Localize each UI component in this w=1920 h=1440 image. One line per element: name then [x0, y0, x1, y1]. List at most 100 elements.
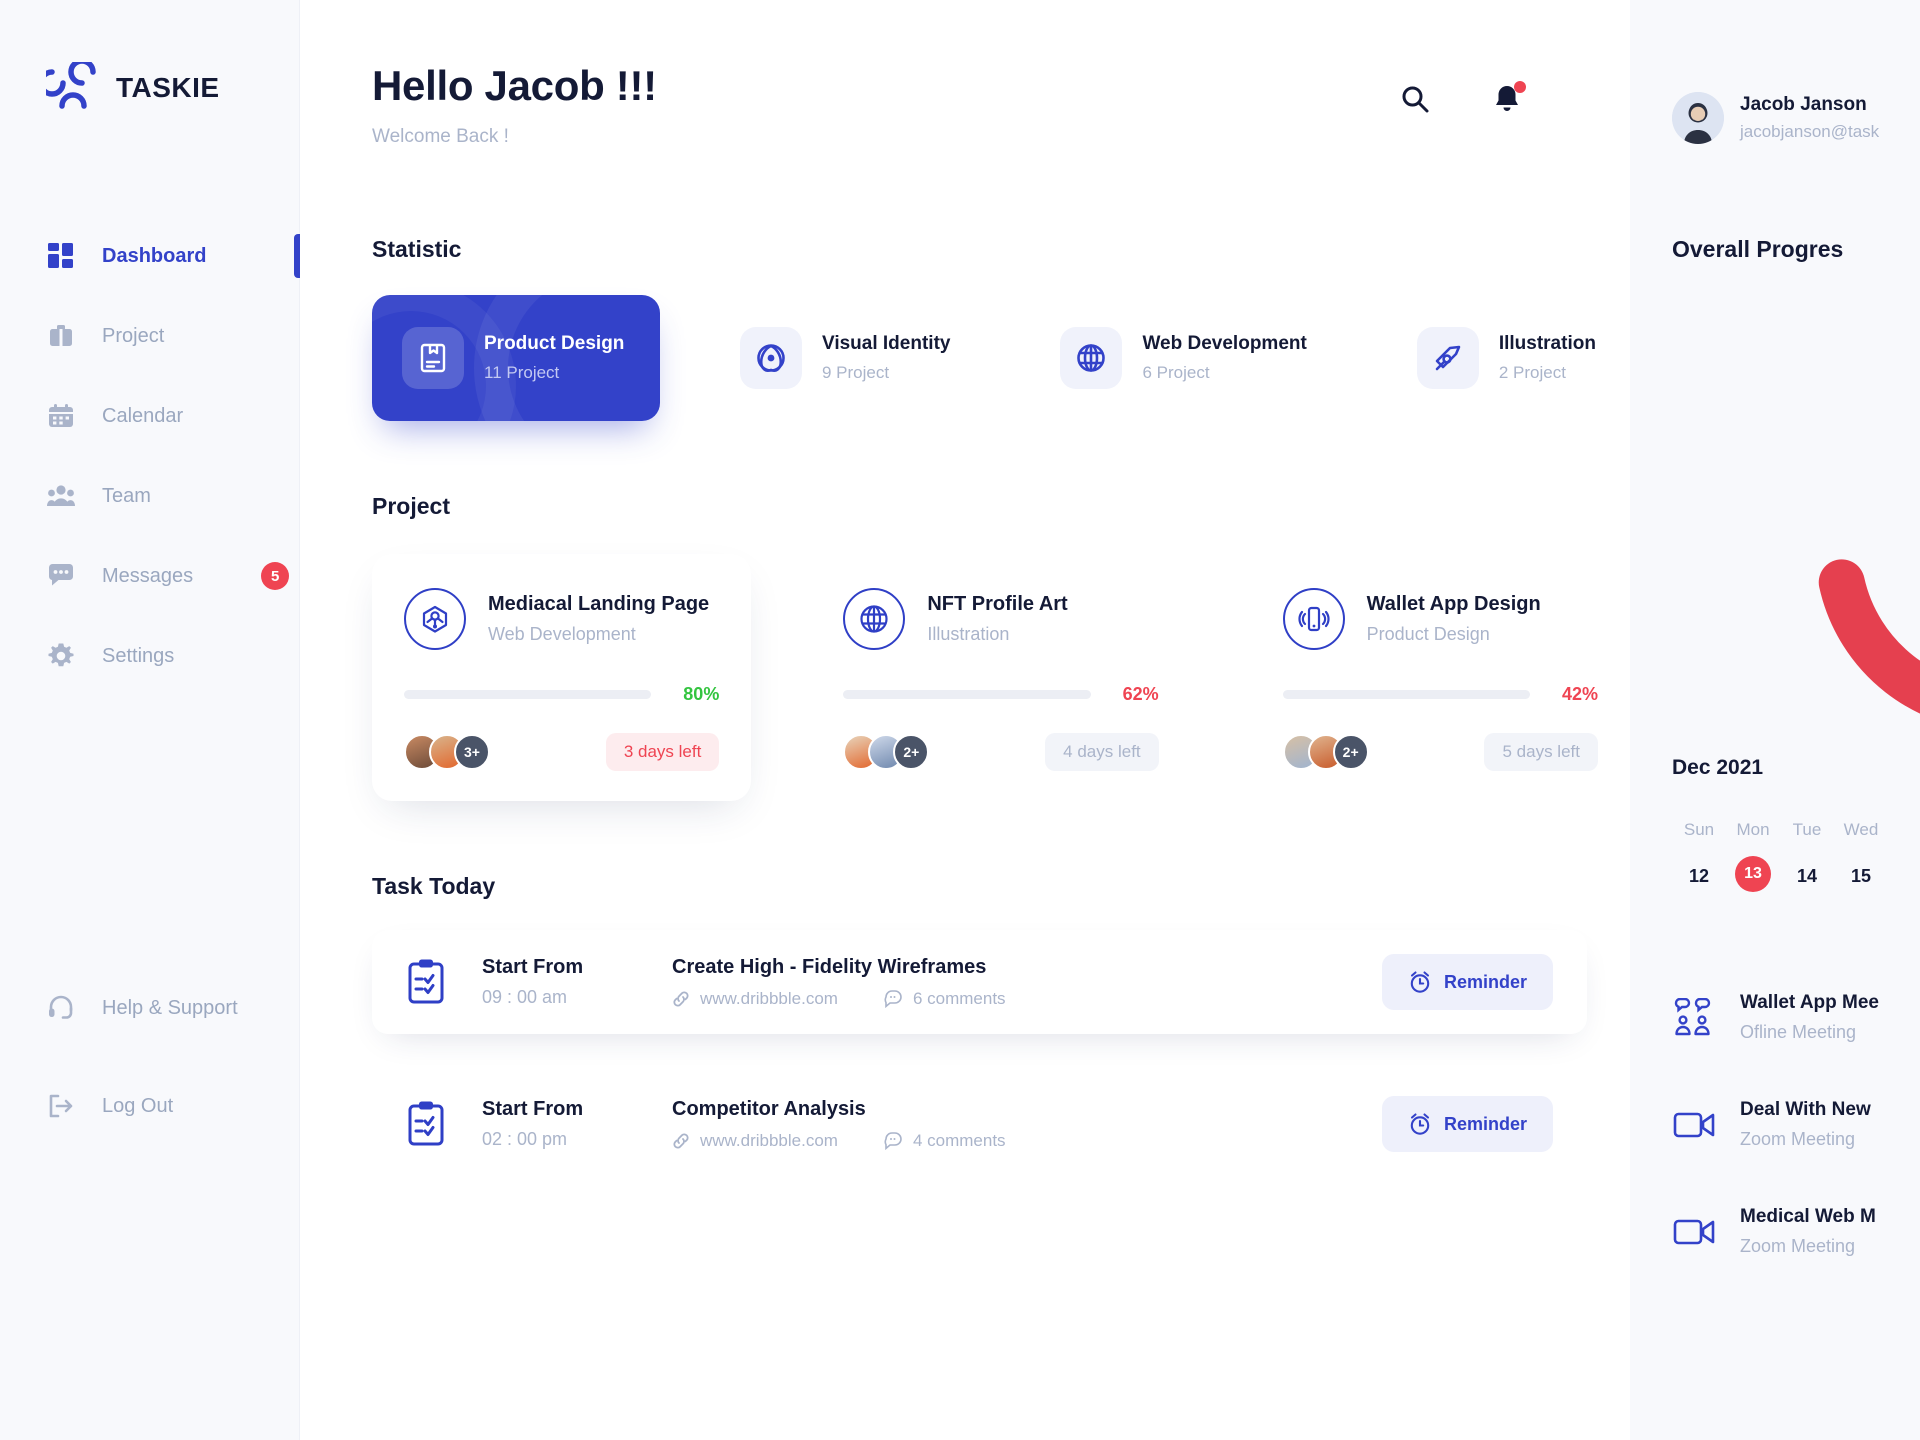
- sidebar-item-messages[interactable]: Messages 5: [0, 550, 299, 602]
- calendar-day-today[interactable]: Mon 13: [1726, 820, 1780, 892]
- video-camera-icon: [1672, 1212, 1718, 1252]
- reminder-button[interactable]: Reminder: [1381, 1096, 1553, 1152]
- project-percent: 42%: [1561, 684, 1598, 704]
- meeting-subtitle: Ofline Meeting: [1740, 1022, 1857, 1042]
- page-subtitle: Welcome Back !: [372, 126, 509, 147]
- sidebar-item-label: Help & Support: [102, 996, 238, 1019]
- project-card-nft-profile-art[interactable]: NFT Profile Art Illustration 62%: [811, 554, 1191, 801]
- right-panel: Jacob Janson jacobjanson@task Overall Pr…: [1630, 0, 1920, 1440]
- project-card-name: Wallet App Design: [1366, 593, 1541, 615]
- task-comments[interactable]: 6 comments: [884, 989, 1006, 1009]
- spiral-icon: [740, 327, 802, 389]
- project-percent: 62%: [1122, 684, 1159, 704]
- page-header: Hello Jacob !!! Welcome Back !: [372, 0, 1630, 148]
- progress-track: [404, 690, 652, 699]
- calendar-date: 15: [1850, 866, 1872, 886]
- task-link-text: www.dribbble.com: [700, 1130, 838, 1150]
- progress-track: [843, 690, 1091, 699]
- stat-card-count: 6 Project: [1142, 363, 1210, 382]
- meeting-subtitle: Zoom Meeting: [1740, 1236, 1856, 1256]
- document-icon: [402, 327, 464, 389]
- sidebar-item-label: Team: [102, 484, 151, 507]
- statistic-cards: Product Design 11 Project Visual: [372, 295, 1630, 421]
- days-left-badge: 3 days left: [605, 733, 720, 771]
- project-card-footer: 2+ 5 days left: [1282, 733, 1598, 771]
- sidebar-item-project[interactable]: Project: [0, 310, 299, 362]
- progress-track: [1282, 690, 1530, 699]
- meeting-item[interactable]: Medical Web M Zoom Meeting: [1672, 1206, 1920, 1257]
- task-row[interactable]: Start From 02 : 00 pm Competitor Analysi…: [372, 1072, 1587, 1176]
- avatar-more[interactable]: 2+: [893, 734, 930, 770]
- project-title: Project: [372, 493, 450, 519]
- calendar-day[interactable]: Sun 12: [1672, 820, 1726, 892]
- sidebar-item-label: Log Out: [102, 1094, 174, 1117]
- task-link[interactable]: www.dribbble.com: [672, 989, 838, 1009]
- sidebar-item-help-support[interactable]: Help & Support: [0, 982, 299, 1034]
- sidebar-item-settings[interactable]: Settings: [0, 630, 299, 682]
- task-start-block: Start From 02 : 00 pm: [482, 1098, 672, 1150]
- sidebar-item-team[interactable]: Team: [0, 470, 299, 522]
- statistic-section: Statistic Product Design 11 Project: [372, 236, 1630, 421]
- project-progress: 62%: [843, 684, 1159, 705]
- task-row[interactable]: Start From 09 : 00 am Create High - Fide…: [372, 930, 1587, 1034]
- meeting-item[interactable]: Deal With New Zoom Meeting: [1672, 1099, 1920, 1150]
- avatar: [1672, 92, 1724, 144]
- stat-card-count: 9 Project: [822, 363, 890, 382]
- calendar-date: 14: [1796, 866, 1818, 886]
- brand-name: TASKIE: [116, 72, 220, 103]
- globe-icon: [843, 588, 906, 650]
- task-comments[interactable]: 4 comments: [884, 1131, 1006, 1151]
- meeting-item[interactable]: Wallet App Mee Ofline Meeting: [1672, 992, 1920, 1043]
- avatar-more[interactable]: 2+: [1332, 734, 1369, 770]
- project-card-name: Mediacal Landing Page: [488, 593, 710, 615]
- stat-card-count: 2 Project: [1498, 363, 1566, 382]
- stat-card-product-design[interactable]: Product Design 11 Project: [372, 295, 660, 421]
- sidebar-item-label: Settings: [102, 644, 175, 667]
- bell-icon[interactable]: [1490, 81, 1526, 116]
- calendar-icon: [46, 401, 76, 431]
- sidebar-item-label: Dashboard: [102, 244, 207, 267]
- stat-card-visual-identity[interactable]: Visual Identity 9 Project: [710, 295, 980, 421]
- stat-card-count: 11 Project: [484, 363, 560, 382]
- sidebar-item-logout[interactable]: Log Out: [0, 1080, 299, 1132]
- task-detail-block: Competitor Analysis www.dribbble.com: [672, 1098, 1382, 1151]
- briefcase-icon: [46, 321, 76, 351]
- user-profile[interactable]: Jacob Janson jacobjanson@task: [1672, 0, 1920, 144]
- alarm-clock-icon: [1410, 1113, 1430, 1135]
- project-progress: 80%: [404, 684, 719, 705]
- overall-progress-chart: 61% Task Finis: [1798, 348, 1920, 748]
- task-comments-text: 4 comments: [912, 1130, 1006, 1150]
- search-icon[interactable]: [1398, 82, 1432, 116]
- avatar-more[interactable]: 3+: [454, 734, 490, 770]
- stat-card-web-development[interactable]: Web Development 6 Project: [1030, 295, 1336, 421]
- brand-logo[interactable]: TASKIE: [0, 0, 299, 114]
- task-meta: www.dribbble.com 4 comments: [672, 1131, 1382, 1151]
- reminder-button[interactable]: Reminder: [1381, 954, 1553, 1010]
- project-card-footer: 3+ 3 days left: [404, 733, 720, 771]
- task-start-label: Start From: [482, 956, 584, 978]
- task-start-time: 02 : 00 pm: [482, 1129, 568, 1149]
- stat-card-illustration[interactable]: Illustration 2 Project: [1387, 295, 1626, 421]
- calendar-day[interactable]: Wed 15: [1834, 820, 1888, 892]
- sidebar-item-calendar[interactable]: Calendar: [0, 390, 299, 442]
- task-link[interactable]: www.dribbble.com: [672, 1131, 838, 1151]
- sidebar-item-dashboard[interactable]: Dashboard: [0, 230, 300, 282]
- project-card-medical-landing-page[interactable]: Mediacal Landing Page Web Development 80…: [372, 554, 752, 801]
- taskie-logo-icon: [38, 58, 102, 114]
- task-start-block: Start From 09 : 00 am: [482, 956, 672, 1008]
- calendar-day[interactable]: Tue 14: [1780, 820, 1834, 892]
- comment-icon: [884, 1132, 902, 1150]
- task-name: Competitor Analysis: [672, 1097, 866, 1120]
- link-icon: [673, 990, 689, 1007]
- header-actions: [1398, 81, 1526, 116]
- sidebar-bottom-nav: Help & Support Log Out: [0, 982, 299, 1178]
- calendar-dow: Wed: [1843, 820, 1879, 839]
- calendar-date: 13: [1735, 856, 1771, 892]
- days-left-badge: 4 days left: [1045, 733, 1159, 771]
- reminder-label: Reminder: [1443, 971, 1527, 992]
- project-card-wallet-app-design[interactable]: Wallet App Design Product Design 42%: [1250, 554, 1630, 801]
- task-link-text: www.dribbble.com: [700, 988, 838, 1008]
- page-title: Hello Jacob !!!: [372, 62, 657, 109]
- avatar-stack: 3+: [404, 734, 490, 770]
